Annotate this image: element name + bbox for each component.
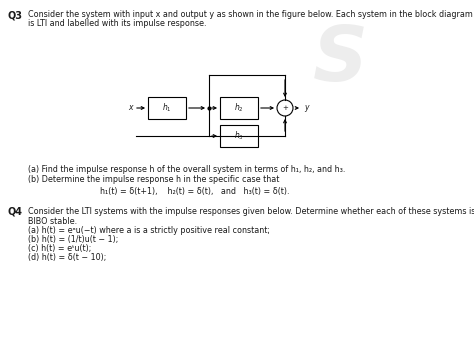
Text: $h_2$: $h_2$ xyxy=(234,102,244,114)
Text: Q4: Q4 xyxy=(8,207,23,217)
Text: (d) h(t) = δ(t − 10);: (d) h(t) = δ(t − 10); xyxy=(28,253,106,262)
Text: S: S xyxy=(312,23,367,97)
Bar xyxy=(220,125,258,147)
Text: $h_3$: $h_3$ xyxy=(234,130,244,142)
Text: Consider the system with input x and output y as shown in the figure below. Each: Consider the system with input x and out… xyxy=(28,10,473,19)
Text: x: x xyxy=(128,103,133,113)
Text: Q3: Q3 xyxy=(8,10,23,20)
Text: y: y xyxy=(304,103,309,113)
Bar xyxy=(148,97,186,119)
Text: h₁(t) = δ(t+1),    h₂(t) = δ(t),   and   h₃(t) = δ(t).: h₁(t) = δ(t+1), h₂(t) = δ(t), and h₃(t) … xyxy=(100,187,290,196)
Text: is LTI and labelled with its impulse response.: is LTI and labelled with its impulse res… xyxy=(28,19,207,28)
Text: (a) Find the impulse response h of the overall system in terms of h₁, h₂, and h₃: (a) Find the impulse response h of the o… xyxy=(28,165,346,174)
Text: (b) h(t) = (1/t)u(t − 1);: (b) h(t) = (1/t)u(t − 1); xyxy=(28,235,118,244)
Text: (c) h(t) = eᵗu(t);: (c) h(t) = eᵗu(t); xyxy=(28,244,91,253)
Text: Consider the LTI systems with the impulse responses given below. Determine wheth: Consider the LTI systems with the impuls… xyxy=(28,207,474,216)
Text: (b) Determine the impulse response h in the specific case that: (b) Determine the impulse response h in … xyxy=(28,175,279,184)
Text: +: + xyxy=(282,105,288,111)
Text: BIBO stable.: BIBO stable. xyxy=(28,217,77,226)
Bar xyxy=(220,97,258,119)
Text: (a) h(t) = eᵃu(−t) where a is a strictly positive real constant;: (a) h(t) = eᵃu(−t) where a is a strictly… xyxy=(28,226,270,235)
Text: $h_1$: $h_1$ xyxy=(162,102,172,114)
